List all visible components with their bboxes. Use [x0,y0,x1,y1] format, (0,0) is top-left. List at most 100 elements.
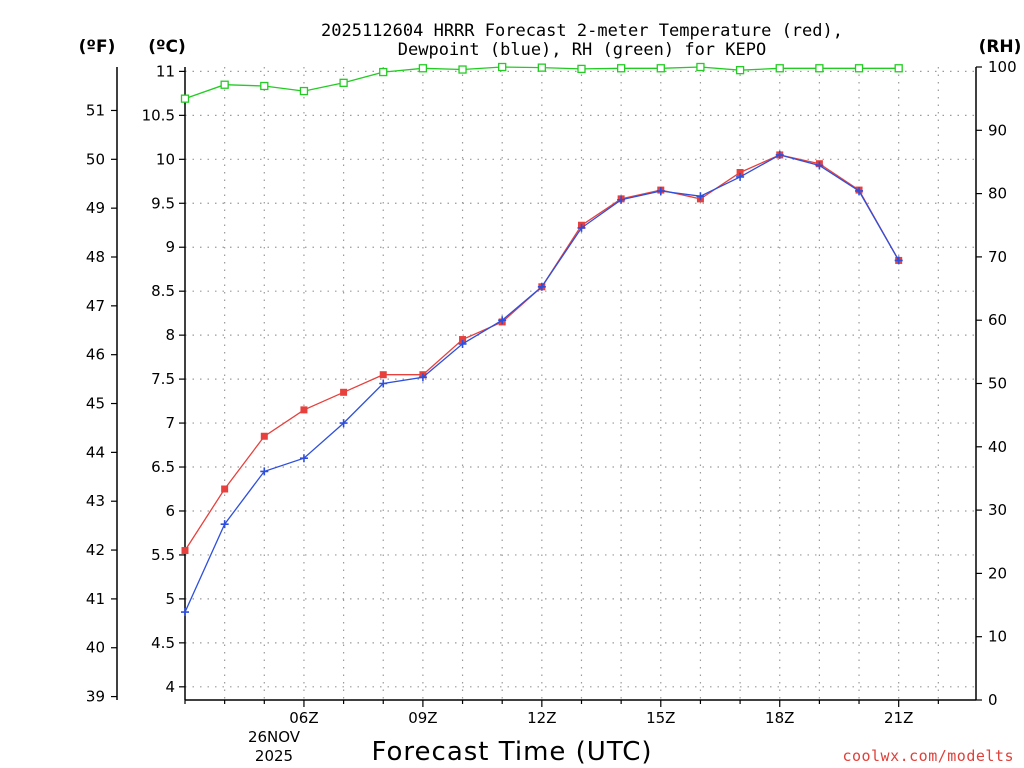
dewpoint-point [181,608,189,617]
rh-point [379,67,388,77]
x-tick-label: 15Z [646,709,675,727]
rh-tick-label: 100 [988,58,1017,76]
rh-point [696,62,705,72]
dewpoint-point [339,419,348,428]
x-tick-label: 18Z [765,709,794,727]
dewpoint-point [379,379,388,388]
fahrenheit-tick-label: 43 [86,492,105,510]
dewpoint-point [855,186,864,195]
rh-tick-label: 30 [988,501,1007,519]
dewpoint-point [537,282,546,291]
celsius-tick-label: 4.5 [151,634,175,652]
rh-point [815,64,824,73]
celsius-tick-label: 10.5 [142,106,175,124]
x-tick-label: 09Z [408,709,437,727]
rh-tick-label: 10 [988,628,1007,646]
fahrenheit-tick-label: 40 [86,639,105,657]
series-layer [180,62,903,617]
fahrenheit-tick-label: 47 [86,297,105,315]
temperature-point [459,336,467,344]
rh-tick-label: 50 [988,375,1007,393]
fahrenheit-tick-label: 46 [86,346,105,364]
fahrenheit-tick-label: 51 [86,101,105,119]
x-tick-label: 12Z [527,709,556,727]
celsius-tick-label: 11 [156,62,175,80]
celsius-tick-label: 7.5 [151,370,175,388]
x-tick-label: 21Z [884,709,913,727]
dewpoint-point [696,192,705,201]
x-axis-label: Forecast Time (UTC) [371,737,652,767]
dewpoint-point [617,195,626,204]
date-label-year: 2025 [255,747,293,765]
dewpoint-point [775,150,784,159]
celsius-tick-label: 8.5 [151,282,175,300]
rh-point [577,64,586,74]
temperature-point [181,547,189,555]
chart-axes: 4 4.5 5 5.5 6 6.5 7 7.5 8 8.5 9 9.5 10 10.5 11 39 40 41 42… [86,58,1017,727]
dewpoint-point [736,172,745,181]
celsius-tick-label: 9.5 [151,194,175,212]
rh-tick-label: 60 [988,311,1007,329]
celsius-tick-label: 8 [165,326,175,344]
celsius-tick-label: 10 [156,150,175,168]
chart-title-line-2: Dewpoint (blue), RH (green) for KEPO [398,40,766,60]
rh-point [854,64,864,73]
rh-tick-label: 40 [988,438,1007,456]
credit-text: coolwx.com/modelts [842,747,1014,765]
temperature-point [736,169,744,176]
rh-point [220,80,229,89]
rh-point [458,65,467,74]
rh-tick-label: 0 [988,691,998,709]
celsius-tick-label: 5 [165,590,175,608]
fahrenheit-tick-label: 45 [86,395,105,413]
temperature-point [260,432,268,440]
fahrenheit-tick-label: 50 [86,150,105,168]
dewpoint-point [498,316,507,325]
fahrenheit-tick-label: 44 [86,443,105,461]
temperature-point [300,406,308,414]
rh-unit-label: (RH) [979,37,1022,57]
celsius-tick-label: 7 [165,414,175,432]
dewpoint-point [656,186,665,195]
rh-point [339,78,348,87]
rh-tick-label: 80 [988,185,1007,203]
rh-point [656,64,665,73]
fahrenheit-tick-label: 49 [86,199,105,217]
date-label-day: 26NOV [248,728,301,746]
x-tick-label: 06Z [289,709,318,727]
rh-point [180,94,190,103]
celsius-tick-label: 4 [165,678,175,696]
grid-lines [185,67,976,700]
rh-point [616,64,626,73]
rh-tick-label: 90 [988,121,1007,139]
temperature-point [221,485,229,493]
fahrenheit-unit-label: (ºF) [79,37,116,57]
fahrenheit-tick-label: 39 [86,688,105,706]
fahrenheit-tick-label: 42 [86,541,105,559]
celsius-unit-label: (ºC) [148,37,186,57]
chart-title-line-1: 2025112604 HRRR Forecast 2-meter Tempera… [321,21,843,41]
celsius-tick-label: 9 [165,238,175,256]
rh-point [894,64,903,73]
rh-point [260,81,269,91]
celsius-tick-label: 6.5 [151,458,175,476]
celsius-tick-label: 6 [165,502,175,520]
rh-point [735,66,745,75]
fahrenheit-tick-label: 41 [86,590,105,608]
celsius-tick-label: 5.5 [151,546,175,564]
dewpoint-point [418,373,427,382]
rh-point [498,62,507,72]
rh-point [537,63,546,72]
rh-tick-label: 70 [988,248,1007,266]
dewpoint-point [299,454,308,463]
rh-tick-label: 20 [988,564,1007,582]
temperature-point [340,388,348,396]
dewpoint-point [458,339,467,348]
dewpoint-point [220,520,229,529]
dewpoint-point [260,467,269,476]
rh-point [418,64,428,73]
dewpoint-point [894,256,903,265]
rh-point [775,64,784,73]
rh-point [299,86,309,96]
dewpoint-point [815,161,824,170]
